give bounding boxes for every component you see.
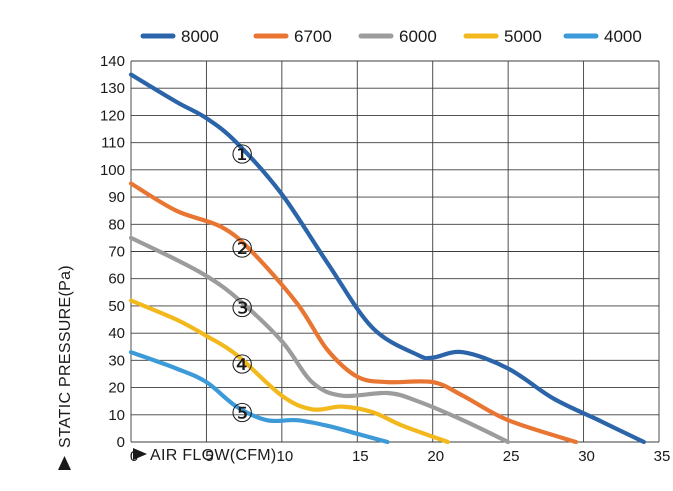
legend-item-6000: 6000 (358, 27, 437, 46)
curve-marker-label: ③ (230, 294, 253, 324)
legend-label: 5000 (504, 27, 542, 46)
curve-marker-label: ④ (230, 351, 253, 381)
legend-item-4000: 4000 (563, 27, 642, 46)
x-axis-arrow-icon (133, 448, 147, 460)
grid (130, 60, 660, 443)
series-line-6000 (128, 235, 511, 445)
x-tick-label: 15 (352, 448, 369, 465)
series-line-8000 (128, 72, 646, 445)
legend-item-5000: 5000 (463, 27, 542, 46)
y-tick-label: 90 (108, 189, 125, 206)
x-tick-label: 25 (503, 448, 520, 465)
curve-marker-label: ① (230, 140, 253, 170)
series-line-6700 (128, 181, 579, 445)
legend-label: 6700 (294, 27, 332, 46)
x-axis-label: AIR FLOW(CFM) (150, 447, 277, 464)
y-tick-label: 140 (100, 53, 125, 70)
y-tick-label: 100 (100, 162, 125, 179)
y-tick-label: 80 (108, 216, 125, 233)
legend: 8000 6700 6000 5000 4000 (140, 27, 642, 46)
x-tick-label: 5 (205, 448, 213, 465)
y-tick-label: 130 (100, 80, 125, 97)
series-line-4000 (128, 350, 390, 445)
x-tick-label: 30 (578, 448, 595, 465)
legend-item-8000: 8000 (140, 27, 219, 46)
y-tick-label: 10 (108, 407, 125, 424)
legend-item-6700: 6700 (253, 27, 332, 46)
legend-label: 6000 (399, 27, 437, 46)
y-axis-title: STATIC PRESSURE(Pa) (57, 265, 74, 470)
y-tick-label: 120 (100, 107, 125, 124)
y-tick-label: 30 (108, 352, 125, 369)
y-tick-label: 60 (108, 271, 125, 288)
x-tick-label: 20 (427, 448, 444, 465)
x-tick-label: 35 (654, 448, 671, 465)
x-axis-title: AIR FLOW(CFM) (133, 447, 277, 464)
y-tick-label: 0 (117, 434, 125, 451)
x-tick-label: 10 (277, 448, 294, 465)
y-tick-label: 50 (108, 298, 125, 315)
curve-marker-label: ⑤ (230, 399, 253, 429)
y-tick-label: 40 (108, 325, 125, 342)
y-tick-label: 70 (108, 244, 125, 261)
y-axis-arrow-icon (58, 456, 71, 470)
series-line-5000 (128, 298, 450, 445)
y-tick-label: 20 (108, 380, 125, 397)
curve-marker-label: ② (230, 234, 253, 264)
legend-label: 4000 (604, 27, 642, 46)
curve-markers: ① ② ③ ④ ⑤ (230, 140, 253, 429)
y-tick-labels: 0 10 20 30 40 50 60 70 80 90 100 110 120 130 140 (100, 53, 125, 451)
y-axis-label: STATIC PRESSURE(Pa) (57, 265, 74, 448)
legend-label: 8000 (181, 27, 219, 46)
curves (128, 72, 646, 445)
y-tick-label: 110 (101, 135, 125, 152)
